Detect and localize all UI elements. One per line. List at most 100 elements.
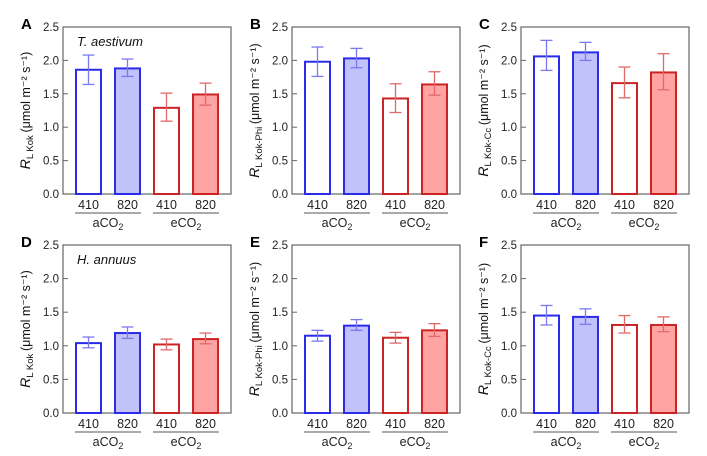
x-tick-label: 820 [195,198,216,212]
error-bar [160,338,173,351]
group-label-subscript: 2 [118,441,123,451]
x-tick-label: 820 [653,198,674,212]
group-label-subscript: 2 [425,441,430,451]
y-tick-label: 2.5 [272,22,288,34]
bar-eco2-820 [650,71,677,195]
error-bar [389,331,402,344]
y-tick-label: 1.0 [272,341,288,353]
group-label-text: eCO [400,216,426,230]
y-tick-label: 2.0 [272,274,288,286]
y-axis-label-symbol: R [246,168,262,178]
group-label-eco2: eCO2 [629,216,660,232]
y-axis-label-subscript: L Kok [25,133,36,160]
panel-letter: B [250,16,261,33]
x-tick-label: 410 [156,198,177,212]
y-tick-label: 2.5 [43,240,59,252]
y-axis-label-symbol: R [17,159,33,169]
error-bar [311,329,324,342]
group-label-eco2: eCO2 [400,435,431,451]
group-label-text: aCO [322,435,348,449]
group-label-aco2: aCO2 [322,216,353,232]
y-axis-label-symbol: R [475,167,491,177]
group-label-subscript: 2 [654,222,659,232]
y-axis-label: RL Kok-Cc (μmol m⁻² s⁻¹) [475,44,494,176]
group-label-text: eCO [400,435,426,449]
x-tick-label: 410 [614,417,635,431]
y-tick-label: 0.5 [43,374,59,386]
x-tick-label: 410 [156,417,177,431]
panel-c: C 0.0 0.5 1.0 1.5 2.0 2.5 RL Kok-Cc (μmol m⁻² s… [475,16,690,232]
x-tick-label: 410 [307,417,328,431]
bar-aco2-820 [343,57,370,196]
error-bar [199,82,212,106]
y-axis-label-unit: (μmol m⁻² s⁻¹) [248,43,262,124]
y-axis-label: RL Kok-Phi (μmol m⁻² s⁻¹) [246,43,265,177]
error-bar [540,304,553,326]
y-tick-label: 1.5 [501,89,517,101]
y-tick-label: 2.0 [43,55,59,67]
y-axis-label-symbol: R [475,385,491,395]
panel-letter: F [479,234,488,251]
y-axis-label-subscript: L Kok-Cc [483,125,494,166]
group-label-text: eCO [629,435,655,449]
group-label-subscript: 2 [196,222,201,232]
y-tick-label: 1.5 [43,307,59,319]
y-tick-label: 0.0 [501,189,517,201]
error-bar [579,308,592,325]
y-tick-label: 1.0 [43,341,59,353]
y-tick-label: 2.0 [501,55,517,67]
error-bar [389,83,402,114]
species-annotation: H. annuus [77,252,137,267]
y-tick-label: 2.0 [43,274,59,286]
y-tick-label: 2.5 [272,240,288,252]
x-tick-label: 820 [424,417,445,431]
panel-letter: D [21,234,32,251]
x-tick-label: 410 [385,417,406,431]
group-label-subscript: 2 [347,222,352,232]
y-tick-label: 0.0 [43,189,59,201]
y-tick-label: 1.5 [272,89,288,101]
y-axis-label: RL Kok-Phi (μmol m⁻² s⁻¹) [246,262,265,396]
bar-eco2-410 [611,323,638,414]
y-axis-label-subscript: L Kok-Cc [483,344,494,385]
group-label-subscript: 2 [347,441,352,451]
x-tick-label: 820 [346,198,367,212]
error-bar [311,46,324,78]
error-bar [121,326,134,340]
group-label-text: eCO [171,216,197,230]
bar-aco2-410 [75,342,102,414]
y-axis-label-subscript: L Kok-Phi [254,124,265,167]
y-tick-label: 0.0 [272,408,288,420]
x-tick-label: 820 [117,417,138,431]
plot-frame [520,244,690,414]
error-bar [657,53,670,91]
error-bar [428,322,441,338]
bar-eco2-820 [192,338,219,414]
error-bar [657,316,670,333]
y-axis-label-subscript: L Kok-Phi [254,343,265,386]
group-label-aco2: aCO2 [551,435,582,451]
y-tick-label: 2.0 [501,274,517,286]
plot-frame [62,244,232,414]
x-tick-label: 820 [575,198,596,212]
panel-a: A 0.0 0.5 1.0 1.5 2.0 2.5 RL Kok (μmol m⁻² s⁻¹)… [17,16,232,232]
error-bar [160,92,173,122]
y-tick-label: 2.0 [272,55,288,67]
group-label-eco2: eCO2 [400,216,431,232]
y-axis-label-symbol: R [17,378,33,388]
panel-letter: C [479,16,490,33]
error-bar [618,66,631,99]
y-tick-label: 0.5 [272,156,288,168]
panel-letter: E [250,234,260,251]
bar-aco2-820 [343,324,370,415]
group-label-aco2: aCO2 [322,435,353,451]
group-label-subscript: 2 [118,222,123,232]
y-tick-label: 1.5 [501,307,517,319]
y-axis-label-symbol: R [246,386,262,396]
x-tick-label: 410 [536,417,557,431]
group-label-aco2: aCO2 [93,216,124,232]
y-axis-label-unit: (μmol m⁻² s⁻¹) [19,52,33,133]
error-bar [428,71,441,96]
x-tick-label: 410 [385,198,406,212]
error-bar [350,47,363,69]
